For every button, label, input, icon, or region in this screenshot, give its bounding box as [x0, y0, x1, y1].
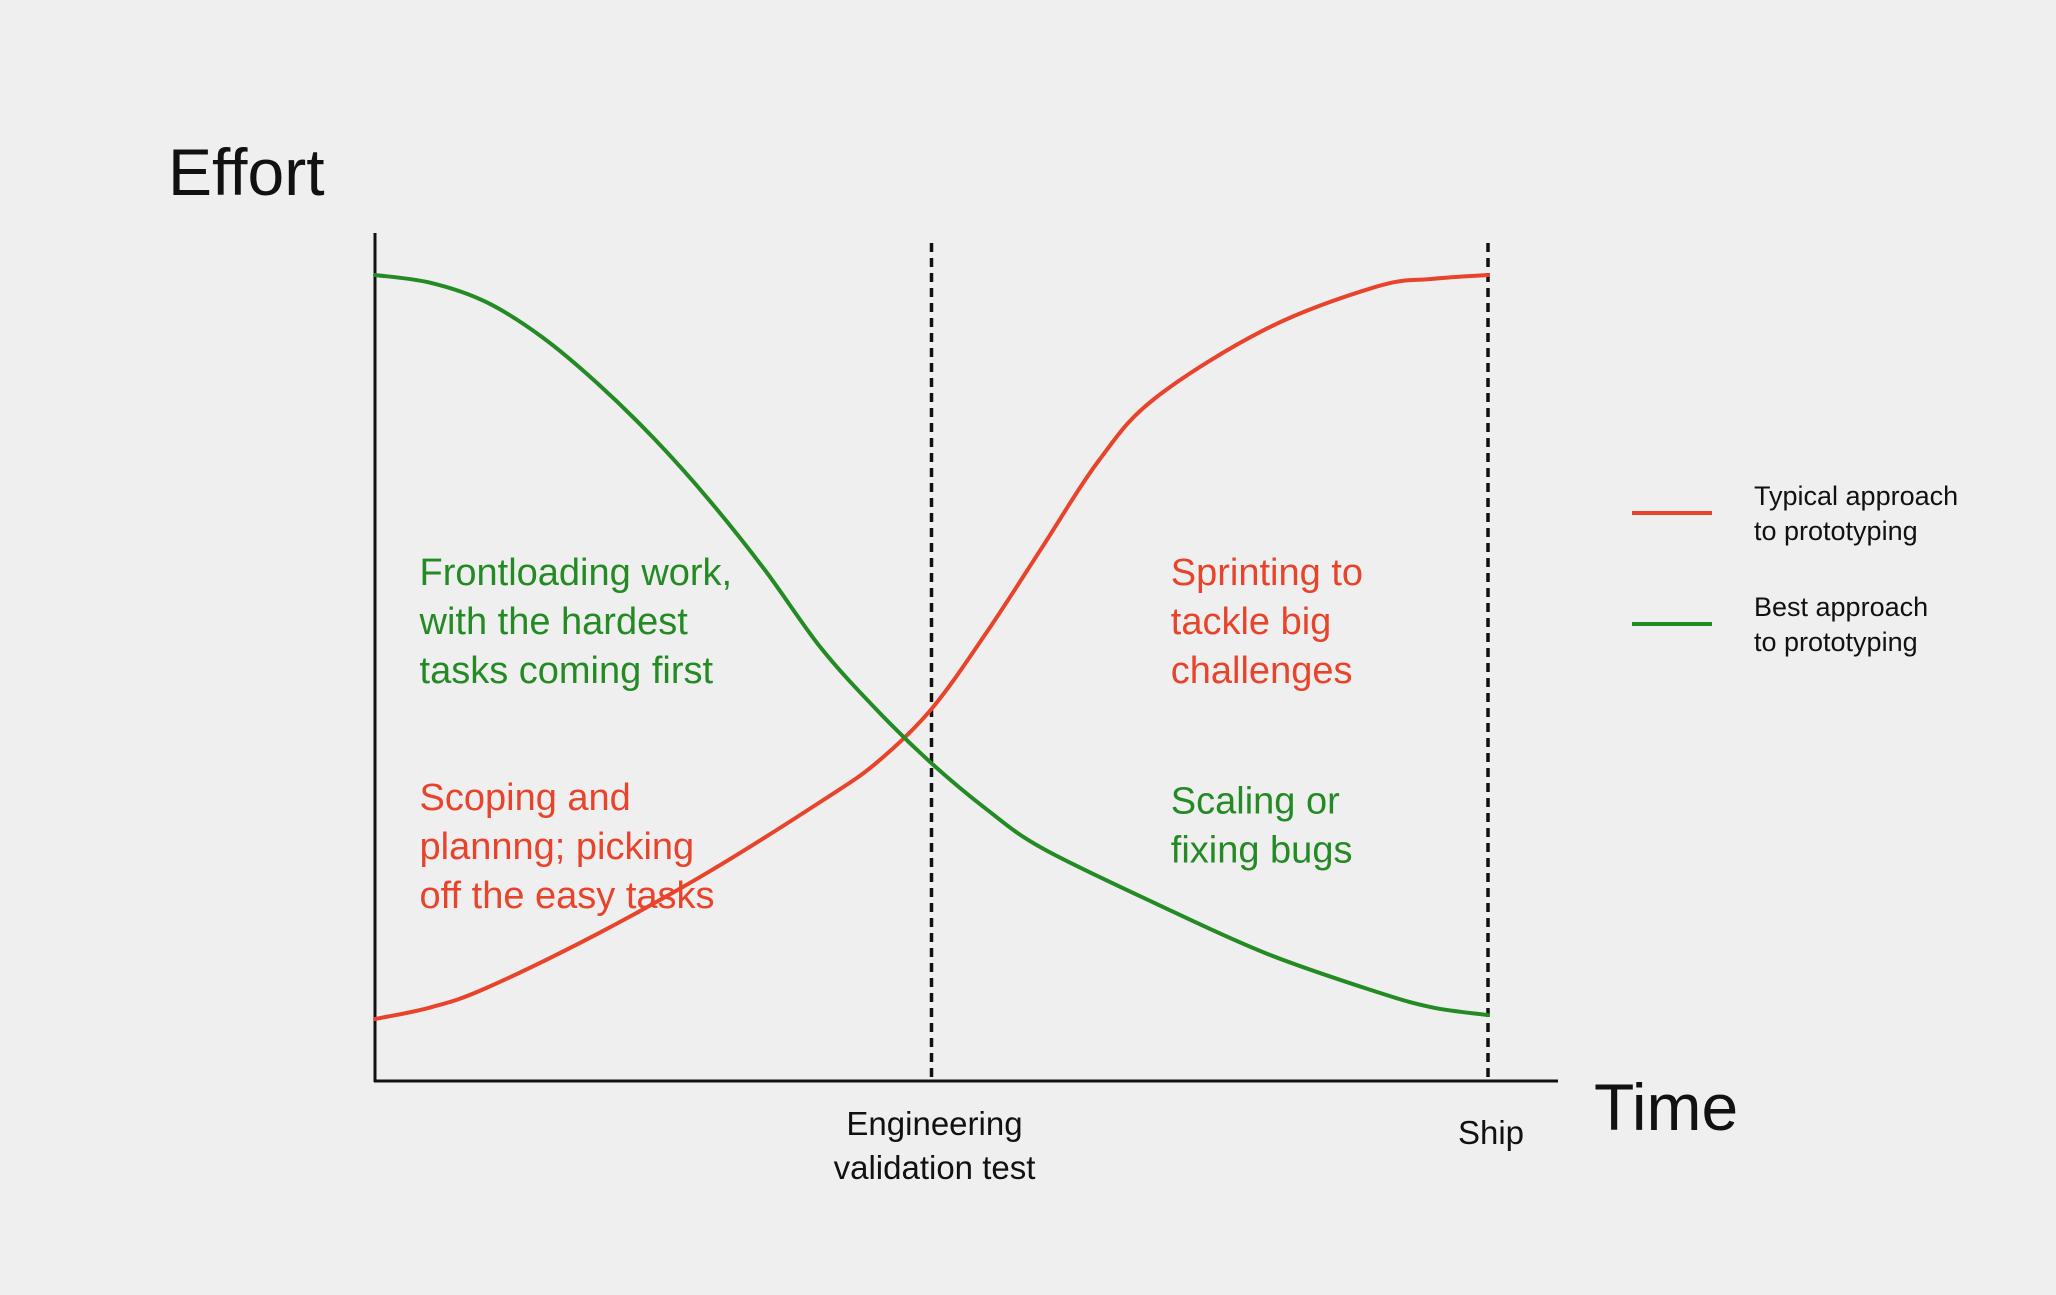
legend-label-line: Typical approach [1754, 481, 1958, 511]
annotation-line: tackle big [1171, 601, 1332, 643]
milestone-label-line: Engineering [846, 1105, 1022, 1142]
milestone-label-line: Ship [1458, 1114, 1524, 1151]
annotation-line: Scaling or [1171, 781, 1340, 823]
annotation-line: fixing bugs [1171, 830, 1353, 872]
legend-label-line: to prototyping [1754, 627, 1918, 657]
milestone-label-line: validation test [834, 1149, 1036, 1186]
annotation-3: Sprinting to tackle big challenges [1171, 552, 1363, 692]
annotation-line: challenges [1171, 650, 1353, 692]
annotation-line: plannng; picking [420, 826, 695, 868]
y-axis-title: Effort [168, 135, 325, 209]
milestone-label-1: Engineering validation test [834, 1105, 1036, 1186]
annotation-4: Scaling or fixing bugs [1171, 781, 1353, 872]
annotation-line: Frontloading work, [420, 552, 733, 594]
legend-label-2: Best approach to prototyping [1754, 592, 1928, 657]
x-axis-title: Time [1594, 1070, 1738, 1144]
legend-label-1: Typical approach to prototyping [1754, 481, 1958, 546]
annotation-line: Sprinting to [1171, 552, 1363, 594]
annotation-line: off the easy tasks [420, 875, 715, 917]
annotation-2: Scoping and plannng; picking off the easy … [420, 777, 715, 917]
annotation-line: Scoping and [420, 777, 631, 819]
legend-label-line: Best approach [1754, 592, 1928, 622]
legend-label-line: to prototyping [1754, 516, 1918, 546]
annotation-1: Frontloading work, with the hardest tasks … [419, 552, 733, 692]
annotation-line: with the hardest [419, 601, 689, 643]
series-line-1 [373, 273, 1490, 1021]
series-line-2 [373, 273, 1490, 1018]
milestone-label-2: Ship [1458, 1114, 1524, 1151]
annotation-line: tasks coming first [420, 650, 714, 692]
